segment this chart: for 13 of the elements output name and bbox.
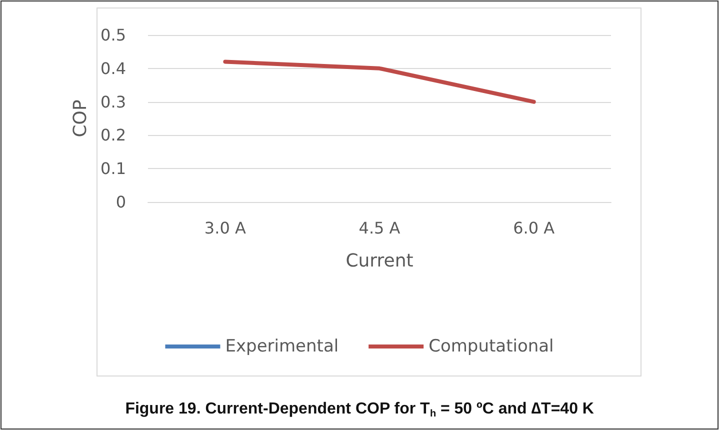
legend-label: Experimental (225, 336, 339, 356)
y-tick-label: 0.3 (100, 92, 126, 112)
y-tick-label: 0 (116, 192, 126, 212)
x-tick-label: 6.0 A (513, 218, 555, 238)
x-tick-label: 4.5 A (358, 218, 400, 238)
x-tick-label: 3.0 A (204, 218, 246, 238)
legend-label: Computational (428, 336, 554, 356)
y-axis-title: COP (70, 100, 92, 138)
y-tick-label: 0.2 (100, 126, 126, 145)
y-tick-label: 0.1 (100, 159, 126, 178)
x-axis-title: Current (346, 250, 414, 272)
y-tick-label: 0.5 (100, 26, 126, 44)
y-tick-label: 0.4 (100, 58, 126, 78)
